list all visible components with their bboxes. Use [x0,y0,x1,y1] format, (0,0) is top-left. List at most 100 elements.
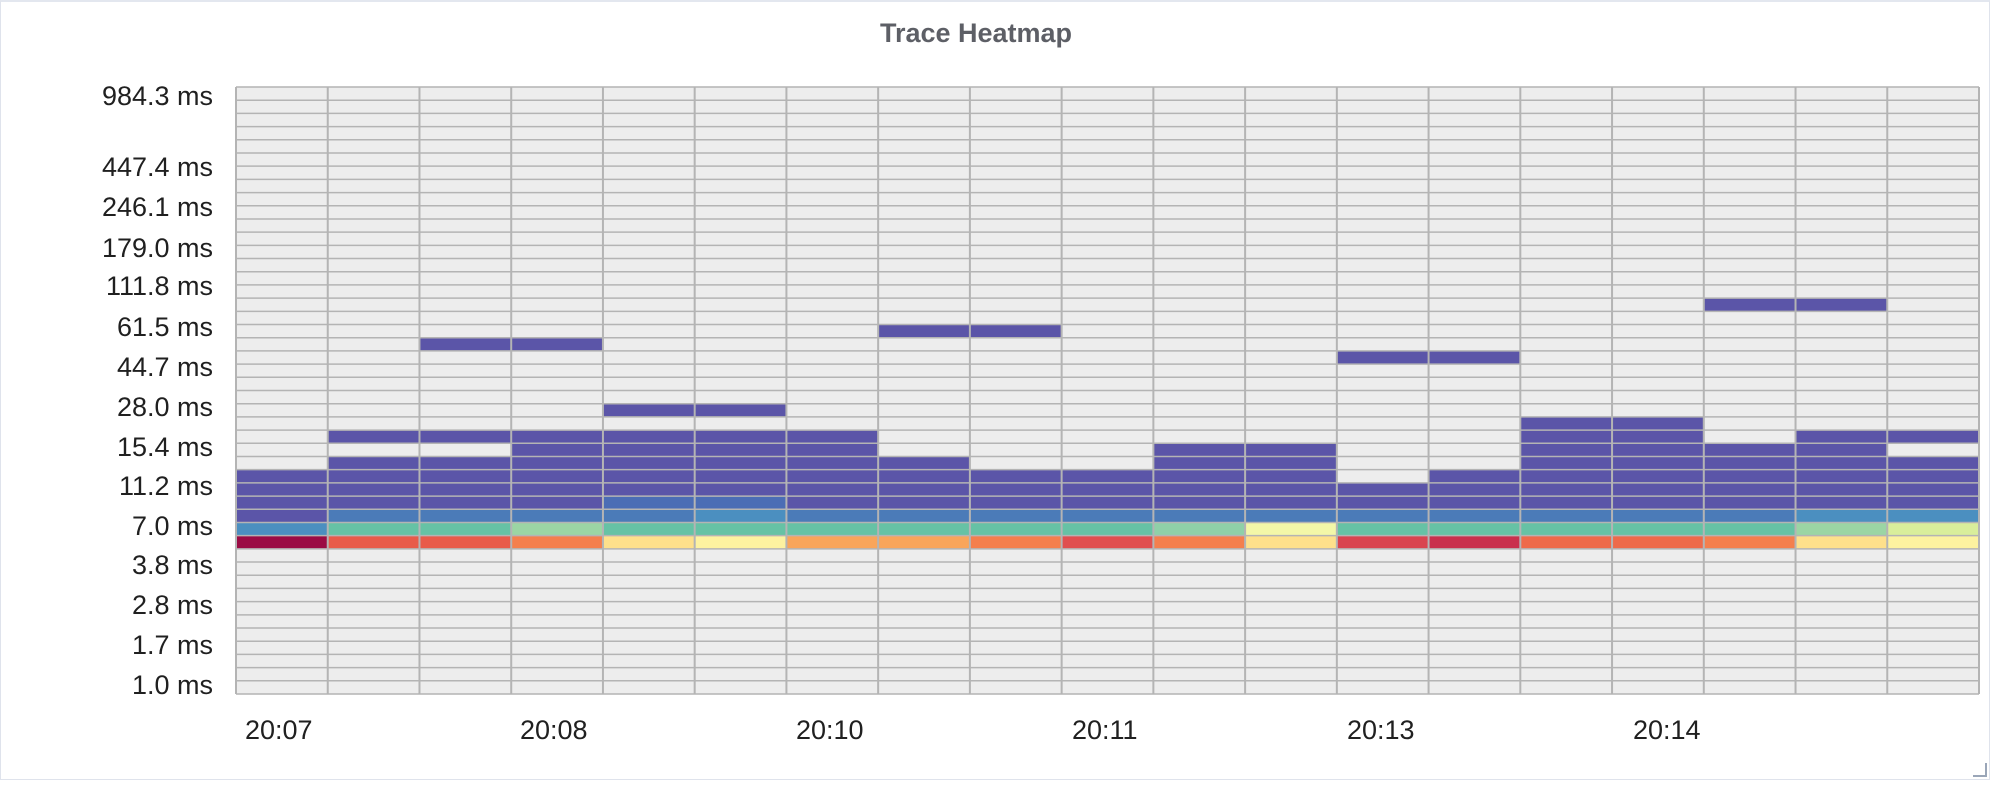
heatmap-cell [1428,482,1521,497]
heatmap-cell [419,469,512,483]
heatmap-cell [1336,350,1429,365]
heatmap-cell [1428,522,1521,536]
heatmap-cell [602,482,695,497]
heatmap-cell [786,482,879,497]
heatmap-cell [602,522,695,536]
heatmap-cell [1703,496,1796,510]
heatmap-cell [602,535,695,549]
x-tick-label: 20:14 [1633,715,1701,745]
heatmap-cell [1612,456,1704,470]
heatmap-cell [1887,509,1979,523]
heatmap-cell [694,443,787,457]
heatmap-cell [602,430,695,444]
x-tick-label: 20:10 [796,715,864,745]
heatmap-cell [786,522,879,536]
resize-handle[interactable] [1973,763,1987,777]
heatmap-cell [511,456,603,470]
y-tick-label: 3.8 ms [132,550,213,580]
heatmap-cell [602,509,695,523]
heatmap-cell [327,430,420,444]
heatmap-cell [602,469,695,483]
heatmap-cell [1795,469,1888,483]
heatmap-cell [1612,416,1704,431]
heatmap-cell [602,403,695,417]
heatmap-cell [511,509,603,523]
heatmap-cell [327,482,420,497]
heatmap-cell [1428,509,1521,523]
heatmap-cell [969,469,1062,483]
heatmap-cell [1612,482,1704,497]
x-tick-label: 20:11 [1072,715,1138,745]
heatmap-cell [602,443,695,457]
y-tick-label: 179.0 ms [102,233,213,263]
heatmap-cell [1428,469,1521,483]
heatmap-cell [1153,535,1246,549]
heatmap-cell [1336,509,1429,523]
heatmap-cell [694,522,787,536]
y-tick-label: 111.8 ms [106,271,213,301]
heatmap-cell [1061,469,1154,483]
heatmap-cell [878,324,970,338]
heatmap-cell [236,482,328,497]
heatmap-cell [694,535,787,549]
heatmap-cell [878,509,970,523]
heatmap-cell [1245,522,1337,536]
y-tick-label: 61.5 ms [117,312,213,342]
heatmap-cell [1336,522,1429,536]
heatmap-cell [969,496,1062,510]
heatmap-cell [1795,298,1888,312]
heatmap-cell [1612,469,1704,483]
heatmap-cell [1887,496,1979,510]
heatmap-cell [878,469,970,483]
heatmap-cell [511,443,603,457]
heatmap-cell [1887,469,1979,483]
y-tick-label: 15.4 ms [117,432,213,462]
heatmap-cell [1061,522,1154,536]
heatmap-cell [1703,482,1796,497]
heatmap-cell [1887,522,1979,536]
heatmap-cell [419,522,512,536]
heatmap-cell [1153,469,1246,483]
heatmap-cell [1245,443,1337,457]
heatmap-cell [236,535,328,549]
heatmap-cell [419,430,512,444]
heatmap-cell [694,469,787,483]
heatmap-cell [1245,456,1337,470]
heatmap-cell [1887,535,1979,549]
heatmap-cell [969,535,1062,549]
heatmap-cell [786,430,879,444]
heatmap-cell [1520,469,1613,483]
heatmap-cell [511,496,603,510]
y-tick-label: 44.7 ms [117,352,213,382]
heatmap-cell [786,509,879,523]
heatmap-cell [1612,522,1704,536]
heatmap-cell [969,324,1062,338]
y-tick-label: 1.7 ms [132,630,213,660]
heatmap-cell [1612,535,1704,549]
heatmap-cell [327,456,420,470]
heatmap-cell [602,456,695,470]
heatmap-cell [1612,496,1704,510]
heatmap-cell [1612,430,1704,444]
heatmap-cell [236,509,328,523]
heatmap-cell [1245,482,1337,497]
heatmap-cell [1887,482,1979,497]
heatmap-cell [419,337,512,351]
heatmap-cell [1795,509,1888,523]
heatmap-cell [1887,430,1979,444]
heatmap-cell [1520,456,1613,470]
heatmap-cell [878,482,970,497]
heatmap-cell [878,535,970,549]
heatmap-cell [694,430,787,444]
heatmap-cell [1520,522,1613,536]
y-tick-label: 2.8 ms [132,590,213,620]
x-tick-label: 20:08 [520,715,588,745]
heatmap-cell [786,443,879,457]
heatmap-cell [786,496,879,510]
heatmap-cell [236,522,328,536]
y-tick-label: 246.1 ms [102,192,213,222]
heatmap-cell [786,456,879,470]
heatmap-cell [1703,469,1796,483]
heatmap-cell [419,482,512,497]
